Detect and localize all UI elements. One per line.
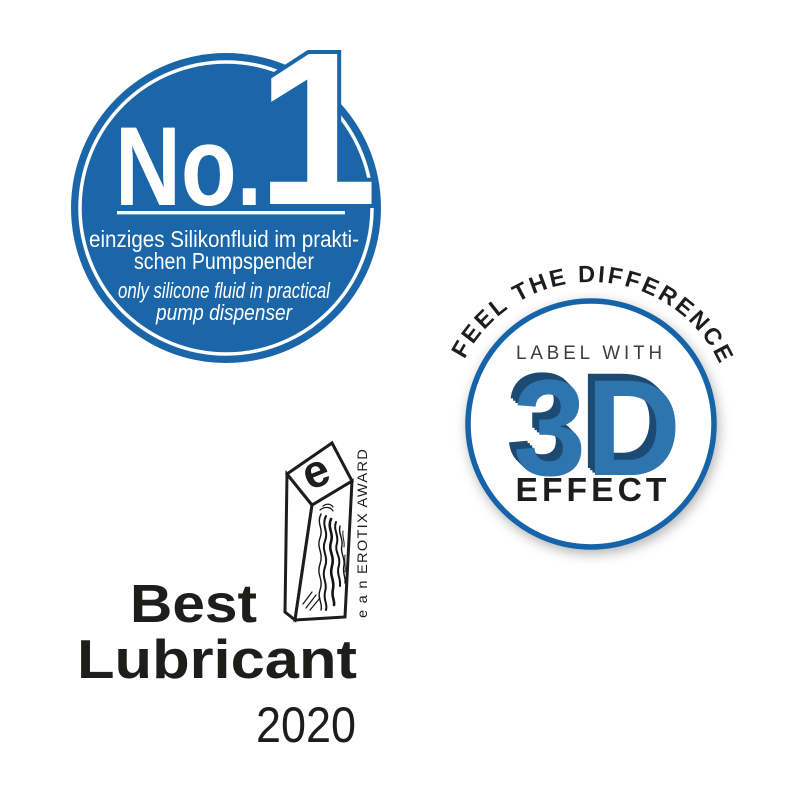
- no1-underline: [117, 211, 345, 215]
- award-year: 2020: [256, 697, 356, 753]
- no1-badge-circle: [71, 53, 381, 363]
- no1-claim-en-line1: only silicone fluid in practical: [118, 278, 331, 303]
- no1-claim-de-line1: einziges Silikonfluid im prakti-: [89, 226, 359, 252]
- no1-badge-inner-ring: [78, 60, 374, 356]
- no1-title: No.: [115, 104, 262, 229]
- badge-3d-circle: [465, 298, 717, 550]
- badge-3d-big-extrude: 3D: [508, 347, 676, 500]
- award-line2: Lubricant: [77, 628, 357, 690]
- badge-3d-big-front: 3D: [513, 352, 681, 505]
- no1-claim-en-line2: pump dispenser: [155, 300, 293, 325]
- no1-rank-number: 1: [256, 8, 377, 251]
- badge-3d-label-top: LABEL WITH: [516, 343, 666, 364]
- badge-3d-label-bottom: EFFECT: [516, 471, 671, 508]
- no1-claim-de-line2: schen Pumpspender: [134, 248, 314, 274]
- no1-badge: 1 No. einziges Silikonfluid im prakti- s…: [71, 4, 382, 363]
- trophy-top-face: [284, 440, 354, 507]
- award-side-text: e a n EROTIX AWARD: [354, 448, 370, 618]
- badge-3d-big-extrude: 3D: [506, 345, 674, 498]
- award-line1: Best: [130, 574, 257, 634]
- best-lubricant-award: e e a n EROTIX AWARD Best Lubricant 2020: [77, 440, 370, 753]
- trophy-torso-art: [302, 503, 346, 611]
- label-3d-effect-badge: FEEL THE DIFFERENCE LABEL WITH 3D 3D 3D …: [446, 261, 737, 550]
- trophy-icon: e: [283, 440, 354, 623]
- badge-3d-big-extrude: 3D: [511, 350, 679, 503]
